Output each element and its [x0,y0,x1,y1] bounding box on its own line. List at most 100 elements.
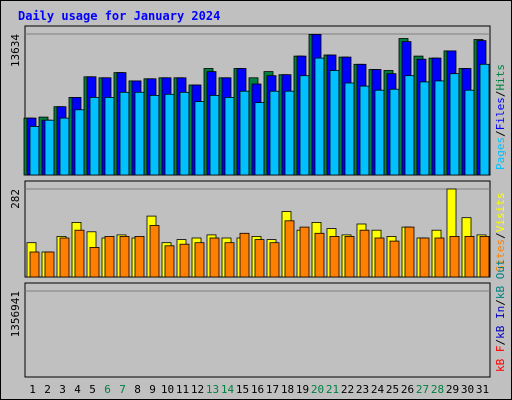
bar-pages-day-25 [389,88,400,176]
panel-visits-sites: 282 Sites/Visits [9,180,507,278]
bar-sites-day-12 [194,242,205,278]
legend-separator: / [494,339,507,346]
legend-sites: Sites [494,239,507,272]
bar-pages-day-26 [404,75,415,176]
bar-pages-day-16 [254,102,265,176]
bar-sites-day-24 [374,237,385,278]
bar-pages-day-11 [179,91,190,176]
x-tick-label-22: 22 [341,383,354,396]
bar-sites-day-15 [239,232,250,278]
x-tick-label-6: 6 [104,383,111,396]
x-tick-label-8: 8 [134,383,141,396]
bar-sites-day-16 [254,239,265,278]
legend-separator: / [494,130,507,137]
bar-sites-day-13 [209,237,220,278]
bar-pages-day-28 [434,80,445,176]
bar-sites-day-11 [179,243,190,278]
bar-pages-day-8 [134,91,145,176]
bar-pages-day-19 [299,75,310,176]
bar-pages-day-2 [44,119,55,176]
bar-pages-day-4 [74,109,85,176]
legend-separator: / [494,299,507,306]
y-max-label: 282 [9,189,22,209]
bar-sites-day-18 [284,220,295,278]
bar-sites-day-25 [389,240,400,278]
bar-sites-day-4 [74,229,85,278]
bar-pages-day-3 [59,117,70,176]
panel-frame [24,282,491,378]
x-tick-label-17: 17 [266,383,279,396]
bar-pages-day-18 [284,90,295,176]
x-tick-label-10: 10 [161,383,174,396]
bar-sites-day-6 [104,235,115,278]
legend-separator: / [494,91,507,98]
bar-pages-day-17 [269,90,280,176]
x-tick-label-31: 31 [476,383,489,396]
x-tick-label-14: 14 [221,383,235,396]
x-tick-label-2: 2 [44,383,51,396]
bar-sites-day-7 [119,235,130,278]
bar-sites-day-5 [89,246,100,278]
x-tick-label-1: 1 [29,383,36,396]
bar-pages-day-5 [89,97,100,176]
chart-title: Daily usage for January 2024 [18,9,220,23]
bar-pages-day-6 [104,97,115,176]
x-tick-label-12: 12 [191,383,204,396]
bar-sites-day-22 [344,235,355,278]
x-tick-label-5: 5 [89,383,96,396]
x-tick-label-4: 4 [74,383,81,396]
bar-sites-day-29 [449,235,460,278]
bar-pages-day-31 [479,63,490,176]
bar-sites-day-1 [29,251,40,278]
x-tick-label-19: 19 [296,383,309,396]
legend-pages: Pages [494,137,507,170]
x-tick-label-30: 30 [461,383,474,396]
legend-visits: Visits [494,193,507,233]
x-tick-label-24: 24 [371,383,385,396]
legend-hits: Hits [494,64,507,91]
bar-sites-day-26 [404,226,415,278]
x-tick-label-13: 13 [206,383,219,396]
bar-sites-day-2 [44,251,55,278]
x-tick-label-18: 18 [281,383,294,396]
bar-sites-day-20 [314,232,325,278]
panel-kbytes: 1356941 kB F/kB In/kB Out [9,259,507,378]
x-tick-label-21: 21 [326,383,339,396]
x-tick-label-23: 23 [356,383,369,396]
bar-pages-day-23 [359,85,370,176]
bar-sites-day-14 [224,242,235,278]
bar-pages-day-29 [449,73,460,176]
right-axis-legend: kB F/kB In/kB Out [494,259,507,372]
x-tick-label-28: 28 [431,383,444,396]
bar-pages-day-27 [419,81,430,176]
bar-pages-day-24 [374,89,385,176]
legend-files: Files [494,97,507,130]
bar-sites-day-27 [419,237,430,278]
bar-sites-day-10 [164,245,175,278]
bar-sites-day-30 [464,235,475,278]
bar-sites-day-3 [59,237,70,278]
bar-sites-day-8 [134,235,145,278]
x-tick-label-29: 29 [446,383,459,396]
right-axis-legend: Sites/Visits [494,193,507,273]
x-tick-label-3: 3 [59,383,66,396]
bar-sites-day-28 [434,237,445,278]
legend-separator: / [494,232,507,239]
bar-sites-day-9 [149,225,160,278]
bar-sites-day-21 [329,235,340,278]
x-tick-label-26: 26 [401,383,414,396]
bar-pages-day-14 [224,97,235,176]
x-tick-label-7: 7 [119,383,126,396]
bar-pages-day-13 [209,95,220,176]
bar-pages-day-12 [194,101,205,176]
x-tick-label-20: 20 [311,383,324,396]
y-max-label: 1356941 [9,291,22,337]
x-tick-label-25: 25 [386,383,399,396]
bar-pages-day-30 [464,89,475,176]
bar-pages-day-9 [149,95,160,176]
x-tick-label-9: 9 [149,383,156,396]
x-tick-label-15: 15 [236,383,249,396]
bar-pages-day-20 [314,57,325,176]
